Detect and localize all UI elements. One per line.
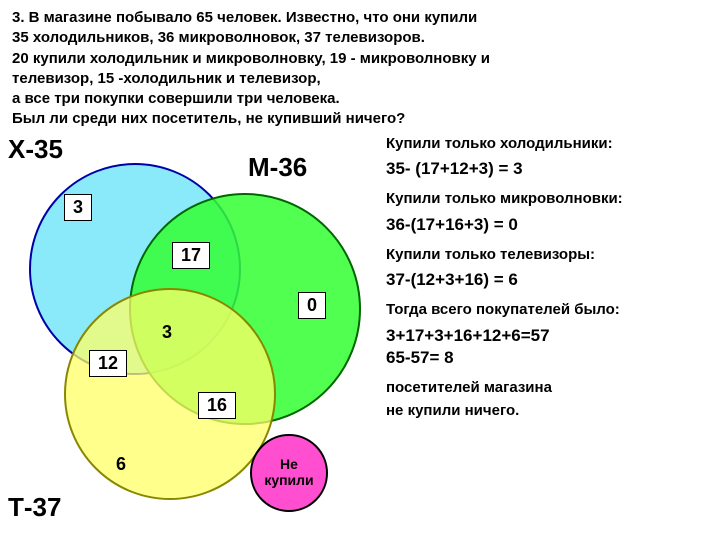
problem-line: 20 купили холодильник и микроволновку, 1…	[12, 49, 708, 69]
num-xm: 17	[172, 242, 210, 269]
not-bought-circle: Не купили	[250, 434, 328, 512]
calc-2: 36-(17+16+3) = 0	[386, 215, 710, 235]
num-only-x: 3	[64, 194, 92, 221]
problem-line: 35 холодильников, 36 микроволновок, 37 т…	[12, 28, 708, 48]
nk-line1: Не	[280, 457, 298, 472]
calc-title-4: Тогда всего покупателей было:	[386, 300, 710, 320]
nk-line2: купили	[264, 473, 313, 488]
calc-title-2: Купили только микроволновки:	[386, 189, 710, 209]
num-xt: 12	[89, 350, 127, 377]
num-only-m: 0	[298, 292, 326, 319]
problem-line: телевизор, 15 -холодильник и телевизор,	[12, 69, 708, 89]
conclusion-a: посетителей магазина	[386, 378, 710, 398]
problem-line: Был ли среди них посетитель, не купивший…	[12, 109, 708, 129]
venn-diagram-panel: Х-35 М-36 Т-37 3 17 0 12 16 3 6 Не купил…	[0, 134, 380, 534]
calc-title-1: Купили только холодильники:	[386, 134, 710, 154]
num-only-t: 6	[116, 454, 126, 475]
calc-4b: 65-57= 8	[386, 348, 710, 368]
calc-title-3: Купили только телевизоры:	[386, 245, 710, 265]
num-mt: 16	[198, 392, 236, 419]
problem-line: а все три покупки совершили три человека…	[12, 89, 708, 109]
calc-1: 35- (17+12+3) = 3	[386, 159, 710, 179]
num-xmt: 3	[162, 322, 172, 343]
solution-panel: Купили только холодильники: 35- (17+12+3…	[380, 134, 710, 534]
conclusion-b: не купили ничего.	[386, 401, 710, 421]
problem-statement: 3. В магазине побывало 65 человек. Извес…	[0, 0, 720, 134]
problem-line: 3. В магазине побывало 65 человек. Извес…	[12, 8, 708, 28]
calc-4a: 3+17+3+16+12+6=57	[386, 326, 710, 346]
circle-t	[65, 289, 275, 499]
calc-3: 37-(12+3+16) = 6	[386, 270, 710, 290]
